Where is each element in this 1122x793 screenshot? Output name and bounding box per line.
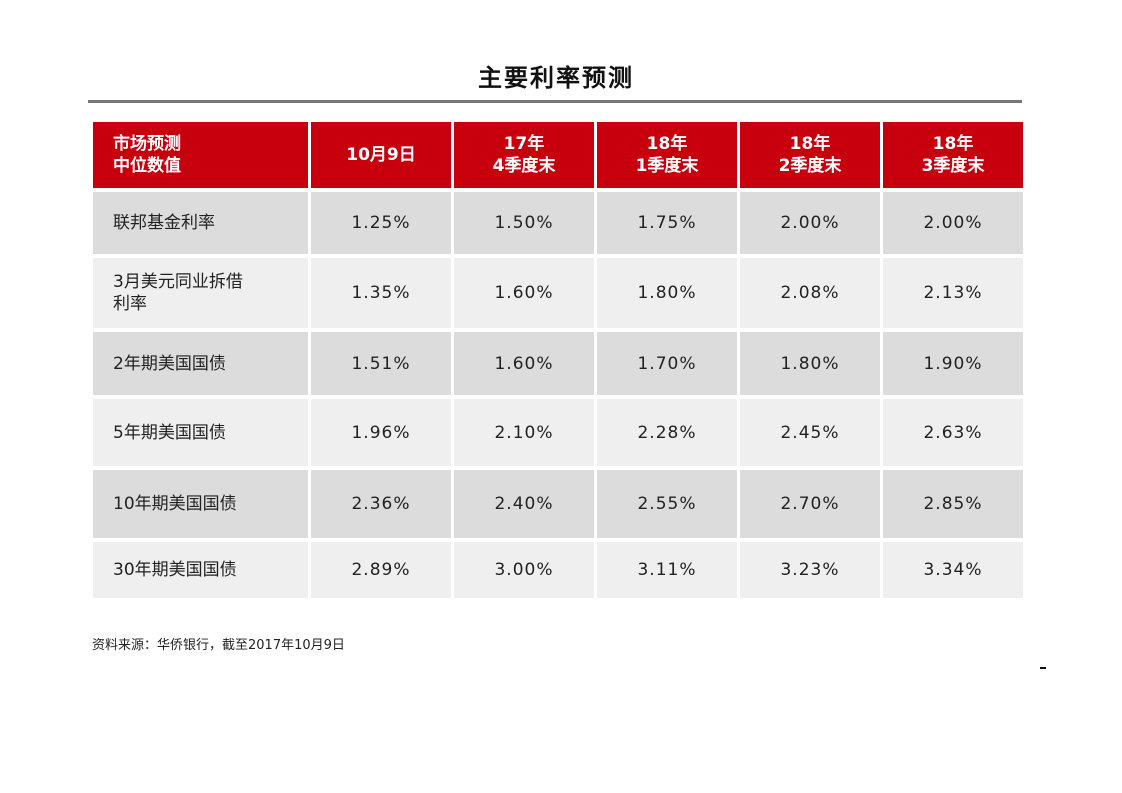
- row-label-line: 联邦基金利率: [113, 213, 215, 233]
- row-label: 3月美元同业拆借 利率: [93, 258, 308, 328]
- table-cell: 2.10%: [454, 399, 594, 466]
- row-label-line: 30年期美国国债: [113, 560, 237, 580]
- column-header-line: 1季度末: [635, 156, 699, 176]
- rate-forecast-table: 市场预测 中位数值 10月9日 17年 4季度末 18年 1季度末 18年 2季…: [90, 118, 1026, 602]
- table-cell: 1.96%: [311, 399, 451, 466]
- table-header-row: 市场预测 中位数值 10月9日 17年 4季度末 18年 1季度末 18年 2季…: [93, 122, 1023, 188]
- column-header-line: 18年: [646, 134, 688, 154]
- table-row: 30年期美国国债 2.89% 3.00% 3.11% 3.23% 3.34%: [93, 542, 1023, 598]
- table-cell: 1.25%: [311, 192, 451, 254]
- table-cell: 2.55%: [597, 470, 737, 538]
- column-header-line: 4季度末: [492, 156, 556, 176]
- title-divider: [88, 100, 1022, 103]
- table-row: 5年期美国国债 1.96% 2.10% 2.28% 2.45% 2.63%: [93, 399, 1023, 466]
- table-cell: 3.11%: [597, 542, 737, 598]
- table-cell: 2.00%: [740, 192, 880, 254]
- table-cell: 1.80%: [597, 258, 737, 328]
- corner-header-line: 中位数值: [113, 156, 181, 176]
- table-cell: 2.13%: [883, 258, 1023, 328]
- table-cell: 2.28%: [597, 399, 737, 466]
- table-cell: 2.36%: [311, 470, 451, 538]
- column-header-line: 18年: [789, 134, 831, 154]
- column-header: 18年 3季度末: [883, 122, 1023, 188]
- table-cell: 2.63%: [883, 399, 1023, 466]
- corner-header: 市场预测 中位数值: [93, 122, 308, 188]
- row-label: 10年期美国国债: [93, 470, 308, 538]
- table-cell: 2.70%: [740, 470, 880, 538]
- column-header: 18年 2季度末: [740, 122, 880, 188]
- table-cell: 3.23%: [740, 542, 880, 598]
- row-label: 联邦基金利率: [93, 192, 308, 254]
- table-row: 联邦基金利率 1.25% 1.50% 1.75% 2.00% 2.00%: [93, 192, 1023, 254]
- row-label: 30年期美国国债: [93, 542, 308, 598]
- table-cell: 1.50%: [454, 192, 594, 254]
- table-cell: 3.00%: [454, 542, 594, 598]
- column-header-line: 3季度末: [921, 156, 985, 176]
- corner-header-line: 市场预测: [113, 134, 181, 154]
- row-label: 2年期美国国债: [93, 332, 308, 395]
- table-cell: 2.45%: [740, 399, 880, 466]
- table-row: 10年期美国国债 2.36% 2.40% 2.55% 2.70% 2.85%: [93, 470, 1023, 538]
- table-cell: 1.75%: [597, 192, 737, 254]
- row-label-line: 5年期美国国债: [113, 422, 226, 443]
- column-header-line: 18年: [932, 134, 974, 154]
- table-cell: 2.40%: [454, 470, 594, 538]
- table-cell: 1.60%: [454, 258, 594, 328]
- source-note: 资料来源：华侨银行，截至2017年10月9日: [92, 638, 345, 653]
- table-cell: 1.51%: [311, 332, 451, 395]
- column-header: 18年 1季度末: [597, 122, 737, 188]
- dash-mark: [1040, 667, 1046, 669]
- table-cell: 1.35%: [311, 258, 451, 328]
- row-label-line: 10年期美国国债: [113, 494, 237, 514]
- table-cell: 2.89%: [311, 542, 451, 598]
- column-header-line: 10月9日: [346, 145, 416, 165]
- table-cell: 1.80%: [740, 332, 880, 395]
- column-header-line: 2季度末: [778, 156, 842, 176]
- column-header-line: 17年: [503, 134, 545, 154]
- table-cell: 3.34%: [883, 542, 1023, 598]
- table-cell: 1.70%: [597, 332, 737, 395]
- table-cell: 2.00%: [883, 192, 1023, 254]
- table-cell: 1.60%: [454, 332, 594, 395]
- table-cell: 1.90%: [883, 332, 1023, 395]
- table-row: 2年期美国国债 1.51% 1.60% 1.70% 1.80% 1.90%: [93, 332, 1023, 395]
- page-title: 主要利率预测: [478, 64, 634, 92]
- table-row: 3月美元同业拆借 利率 1.35% 1.60% 1.80% 2.08% 2.13…: [93, 258, 1023, 328]
- row-label-line: 利率: [113, 294, 147, 314]
- column-header: 10月9日: [311, 122, 451, 188]
- row-label: 5年期美国国债: [93, 399, 308, 466]
- table-cell: 2.85%: [883, 470, 1023, 538]
- column-header: 17年 4季度末: [454, 122, 594, 188]
- row-label-line: 2年期美国国债: [113, 353, 226, 374]
- row-label-line: 3月美元同业拆借: [113, 272, 243, 292]
- table-cell: 2.08%: [740, 258, 880, 328]
